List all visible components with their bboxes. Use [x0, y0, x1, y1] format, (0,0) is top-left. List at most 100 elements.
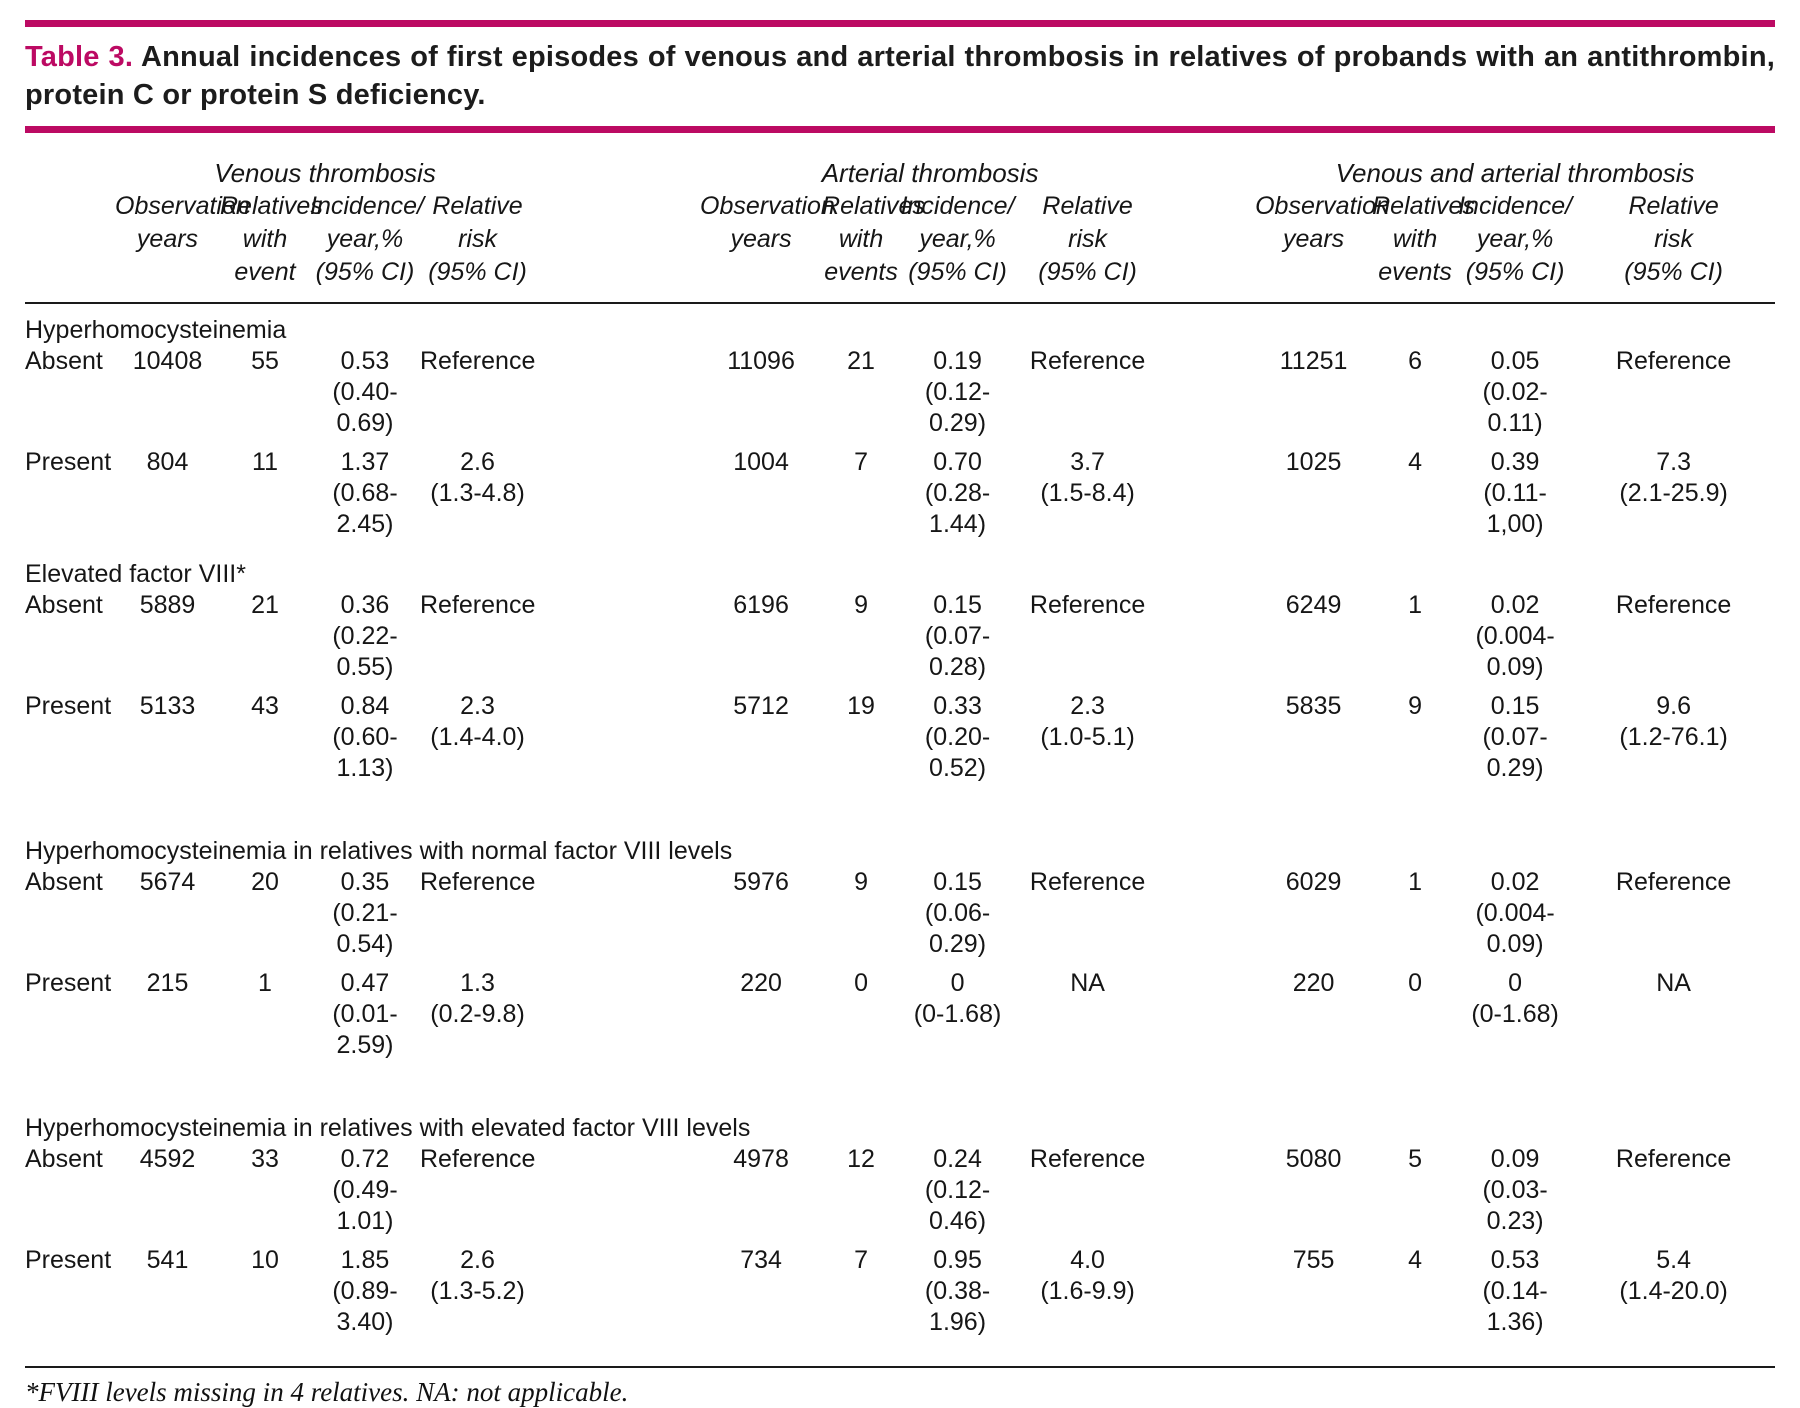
data-cell: 0.09 (0.03-0.23)	[1482, 1145, 1548, 1235]
data-cell: 0	[854, 969, 868, 997]
data-cell: Reference	[1615, 591, 1732, 619]
data-cell: NA	[1656, 969, 1691, 997]
data-cell: 1	[1408, 591, 1423, 619]
data-cell: Reference	[1029, 347, 1146, 375]
column-group-title: Venous thrombosis	[214, 158, 436, 188]
data-cell: 541	[146, 1246, 189, 1274]
data-cell: 2.3 (1.0-5.1)	[1040, 692, 1135, 751]
column-header: Relative risk (95% CI)	[1015, 190, 1161, 304]
group-spacer-cell	[1160, 590, 1255, 691]
row-label: Present	[25, 969, 112, 997]
data-cell: 0 (0-1.68)	[1471, 969, 1559, 1028]
section-row: Elevated factor VIII*	[25, 548, 1775, 590]
data-cell: 0.53 (0.14-1.36)	[1482, 1246, 1548, 1336]
data-cell: 0.02 (0.004-0.09)	[1475, 591, 1555, 681]
column-header: Incidence/ year,% (95% CI)	[310, 190, 424, 304]
data-cell: 0.39 (0.11-1,00)	[1483, 448, 1547, 538]
data-cell: 220	[740, 969, 782, 997]
data-cell: 1004	[733, 448, 789, 476]
data-cell: 33	[251, 1145, 279, 1173]
data-cell: 5.4 (1.4-20.0)	[1619, 1246, 1728, 1305]
footnote-rule: *FVIII levels missing in 4 relatives. NA…	[25, 1366, 1775, 1408]
data-cell: 1.37 (0.68-2.45)	[332, 448, 398, 538]
data-cell: 4	[1408, 448, 1423, 476]
group-spacer-cell	[535, 190, 701, 304]
table-row: Present 541 10 1.85 (0.89-3.40) 2.6 (1.3-5.2…	[25, 1245, 1775, 1346]
data-cell: 5712	[733, 692, 789, 720]
table-row: Absent 5674 20 0.35 (0.21-0.54) Reference 597…	[25, 867, 1775, 968]
data-cell: 10	[251, 1246, 279, 1274]
data-cell: 5889	[139, 591, 196, 619]
data-cell: 11251	[1279, 347, 1348, 375]
data-cell: Reference	[420, 347, 536, 375]
data-cell: 0.35 (0.21-0.54)	[332, 868, 398, 958]
data-cell: 0.15 (0.06-0.29)	[924, 868, 991, 958]
data-cell: 215	[146, 969, 189, 997]
title-bottom-accent-rule	[25, 126, 1775, 133]
data-cell: 0.84 (0.60-1.13)	[332, 692, 398, 782]
group-spacer-cell	[1160, 346, 1255, 447]
data-cell: 5	[1408, 1145, 1423, 1173]
data-cell: 0.70 (0.28-1.44)	[924, 448, 991, 538]
data-cell: NA	[1070, 969, 1105, 997]
data-cell: 6029	[1285, 868, 1342, 896]
table-row: Absent 4592 33 0.72 (0.49-1.01) Reference 497…	[25, 1144, 1775, 1245]
results-table: Venous thrombosis Arterial thrombosis Veno…	[25, 135, 1776, 1346]
data-cell: 4	[1408, 1246, 1423, 1274]
section-header: Elevated factor VIII*	[25, 560, 246, 588]
data-cell: 7	[854, 448, 868, 476]
data-cell: 9	[854, 868, 868, 896]
corner-spacer-cell	[25, 135, 115, 190]
data-cell: Reference	[1029, 868, 1146, 896]
column-header: Observation years	[1255, 190, 1390, 304]
table-footnote: *FVIII levels missing in 4 relatives. NA…	[25, 1377, 629, 1407]
data-cell: 0.05 (0.02-0.11)	[1482, 347, 1548, 437]
data-cell: 5133	[139, 692, 196, 720]
data-cell: 11096	[727, 347, 795, 375]
row-label: Present	[25, 448, 112, 476]
data-cell: 5080	[1285, 1145, 1342, 1173]
section-header: Hyperhomocysteinemia in relatives with e…	[25, 1114, 751, 1142]
row-label: Absent	[25, 1145, 103, 1173]
data-cell: 0.02 (0.004-0.09)	[1475, 868, 1555, 958]
group-spacer-cell	[535, 590, 700, 691]
data-cell: 804	[146, 448, 189, 476]
table-header: Venous thrombosis Arterial thrombosis Veno…	[25, 135, 1776, 304]
data-cell: 11	[252, 448, 278, 476]
table-row: Present 5133 43 0.84 (0.60-1.13) 2.3 (1.4-4.…	[25, 691, 1775, 792]
column-group-title: Arterial thrombosis	[821, 158, 1039, 188]
data-cell: 220	[1292, 969, 1335, 997]
data-cell: 6249	[1285, 591, 1342, 619]
row-label: Present	[25, 692, 112, 720]
data-cell: 1.3 (0.2-9.8)	[430, 969, 525, 1028]
data-cell: 3.7 (1.5-8.4)	[1040, 448, 1135, 507]
table-caption: Annual incidences of first episodes of v…	[25, 41, 1775, 111]
group-spacer-cell	[1160, 968, 1255, 1069]
group-spacer-cell	[535, 691, 700, 792]
data-cell: 4978	[733, 1145, 789, 1173]
data-cell: 9	[854, 591, 868, 619]
data-cell: 9	[1408, 692, 1423, 720]
column-header: Relative risk (95% CI)	[420, 190, 536, 304]
group-spacer-cell	[1160, 1245, 1255, 1346]
data-cell: 10408	[132, 347, 203, 375]
group-spacer-cell	[1160, 447, 1255, 548]
data-cell: 1.85 (0.89-3.40)	[332, 1246, 398, 1336]
data-cell: 0.72 (0.49-1.01)	[332, 1145, 398, 1235]
data-cell: 7.3 (2.1-25.9)	[1619, 448, 1728, 507]
column-header: Relatives with events	[822, 190, 925, 304]
section-row: Hyperhomocysteinemia in relatives with e…	[25, 1069, 1775, 1144]
data-cell: 21	[847, 347, 875, 375]
column-header: Observation years	[700, 190, 835, 304]
column-header: Relatives with events	[1372, 190, 1475, 304]
data-cell: 9.6 (1.2-76.1)	[1619, 692, 1728, 751]
column-header: Incidence/ year,% (95% CI)	[900, 190, 1016, 304]
data-cell: 1	[1408, 868, 1423, 896]
group-spacer-cell	[1160, 1144, 1255, 1245]
row-label: Absent	[25, 347, 103, 375]
table-row: Absent 10408 55 0.53 (0.40-0.69) Reference 11…	[25, 346, 1775, 447]
data-cell: 6	[1408, 347, 1423, 375]
data-cell: 20	[251, 868, 279, 896]
group-spacer-cell	[535, 968, 700, 1069]
